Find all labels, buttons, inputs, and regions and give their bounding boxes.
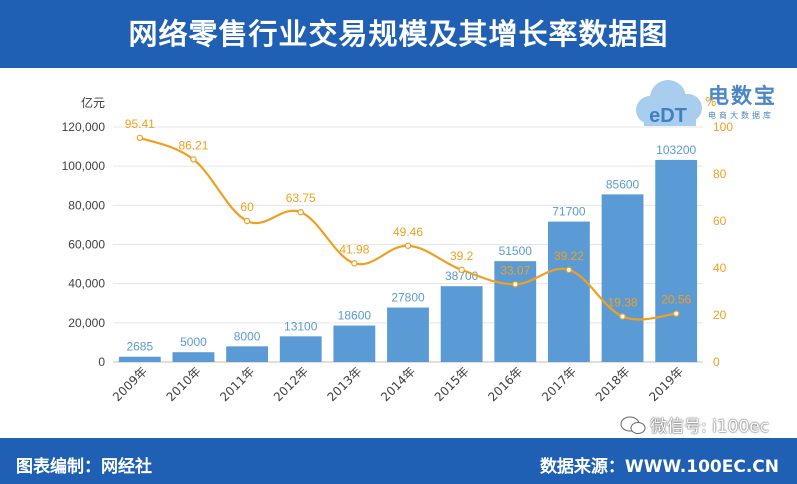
logo-name: 电数宝 (708, 84, 777, 108)
bar (655, 159, 698, 362)
line-data-label: 60 (240, 200, 254, 214)
bar (118, 356, 161, 362)
x-tick-label: 2009年 (110, 364, 150, 404)
line-point (512, 281, 519, 288)
bar (387, 307, 429, 362)
bar-data-label: 5000 (180, 335, 207, 349)
line-data-label: 49.46 (393, 225, 423, 239)
line-data-label: 95.41 (125, 117, 155, 131)
footer-bar (0, 438, 797, 484)
bar (547, 221, 590, 362)
y-right-tick-label: 80 (713, 167, 727, 181)
bar (172, 352, 215, 362)
header-bar (0, 0, 797, 68)
line-point (243, 217, 251, 225)
line-point (351, 260, 358, 267)
line-data-label: 86.21 (178, 138, 208, 152)
x-tick-label: 2016年 (485, 364, 525, 404)
bar-data-label: 8000 (234, 329, 261, 343)
bar-data-label: 103200 (656, 143, 696, 157)
y-left-tick-label: 60,000 (68, 238, 105, 252)
x-tick-label: 2011年 (217, 364, 257, 404)
line-data-label: 33.07 (500, 263, 530, 277)
growth-line (139, 136, 677, 321)
line-point (565, 266, 573, 274)
y-right-axis-label: % (705, 95, 716, 109)
x-tick-label: 2018年 (593, 364, 633, 404)
bar (279, 336, 322, 362)
bar-data-label: 85600 (606, 177, 640, 191)
wechat-id: 微信号: i100ec (650, 417, 770, 437)
cloud-logo-icon: eDT (636, 80, 702, 127)
line-point (619, 313, 626, 320)
y-left-tick-label: 80,000 (68, 198, 105, 212)
line-data-label: 41.98 (339, 242, 369, 256)
logo-subtitle: 电商大数据库 (708, 111, 774, 120)
line-point (458, 266, 465, 274)
bar-data-label: 13100 (284, 319, 318, 333)
logo-badge: eDT (649, 105, 687, 127)
y-right-tick-label: 0 (713, 355, 720, 369)
page-title: 网络零售行业交易规模及其增长率数据图 (128, 17, 669, 51)
y-right-tick-label: 20 (713, 308, 727, 322)
logo: eDT 电数宝 电商大数据库 (628, 74, 793, 134)
line-point (136, 134, 144, 141)
bar (601, 194, 644, 362)
y-left-tick-label: 120,000 (62, 120, 106, 134)
y-left-axis-label: 亿元 (81, 95, 105, 110)
y-right-tick-label: 60 (713, 214, 727, 228)
bar (494, 261, 537, 362)
y-left-tick-label: 0 (98, 355, 105, 369)
x-tick-label: 2019年 (646, 364, 686, 404)
x-tick-label: 2014年 (378, 364, 418, 404)
line-data-label: 63.75 (286, 191, 316, 205)
bar-data-label: 2685 (126, 340, 153, 354)
line-point (672, 310, 680, 317)
line-data-label: 39.22 (554, 249, 584, 263)
footer-credit: 图表编制：网经社 (16, 457, 152, 477)
bar (226, 346, 269, 362)
x-tick-label: 2017年 (539, 364, 579, 404)
bar-data-label: 51500 (499, 244, 533, 258)
y-right-tick-label: 40 (713, 261, 727, 275)
x-tick-label: 2015年 (432, 364, 472, 404)
x-tick-label: 2010年 (164, 364, 204, 404)
wechat-watermark: 微信号: i100ec (620, 412, 797, 442)
bar-data-label: 18600 (338, 309, 372, 323)
y-left-tick-label: 100,000 (62, 159, 106, 173)
x-tick-label: 2013年 (325, 364, 365, 404)
chart-area: 0 20,000 40,000 60,000 80,000 100,000 120,000 0… (62, 95, 734, 404)
bar-data-label: 27800 (391, 291, 425, 305)
y-right-tick-label: 100 (713, 120, 733, 134)
line-data-label: 20.56 (661, 293, 691, 307)
line-point (404, 242, 412, 249)
line-data-label: 19.38 (608, 295, 638, 309)
y-left-tick-label: 40,000 (68, 277, 105, 291)
bar-data-label: 71700 (552, 205, 586, 219)
line-point (190, 156, 197, 163)
bar (440, 286, 483, 362)
footer-source: 数据来源：WWW.100EC.CN (539, 457, 779, 477)
y-left-tick-label: 20,000 (68, 316, 105, 330)
line-point (297, 208, 304, 216)
x-tick-label: 2012年 (271, 364, 311, 404)
line-data-label: 39.2 (450, 249, 474, 263)
wechat-icon (620, 416, 646, 434)
bar (333, 325, 376, 362)
